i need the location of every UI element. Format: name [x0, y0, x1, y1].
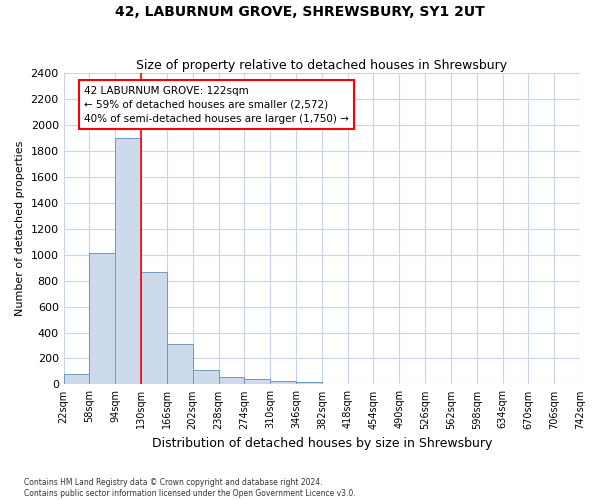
Bar [296, 382, 322, 384]
Bar [218, 378, 244, 384]
Bar [167, 344, 193, 385]
Text: 42 LABURNUM GROVE: 122sqm
← 59% of detached houses are smaller (2,572)
40% of se: 42 LABURNUM GROVE: 122sqm ← 59% of detac… [85, 86, 349, 124]
Bar [244, 378, 270, 384]
Y-axis label: Number of detached properties: Number of detached properties [15, 141, 25, 316]
Text: Contains HM Land Registry data © Crown copyright and database right 2024.
Contai: Contains HM Land Registry data © Crown c… [24, 478, 356, 498]
Bar [270, 380, 296, 384]
Bar [64, 374, 89, 384]
Text: 42, LABURNUM GROVE, SHREWSBURY, SY1 2UT: 42, LABURNUM GROVE, SHREWSBURY, SY1 2UT [115, 5, 485, 19]
Bar [115, 138, 141, 384]
Bar [193, 370, 218, 384]
X-axis label: Distribution of detached houses by size in Shrewsbury: Distribution of detached houses by size … [152, 437, 492, 450]
Title: Size of property relative to detached houses in Shrewsbury: Size of property relative to detached ho… [136, 59, 508, 72]
Bar [141, 272, 167, 384]
Bar [89, 254, 115, 384]
